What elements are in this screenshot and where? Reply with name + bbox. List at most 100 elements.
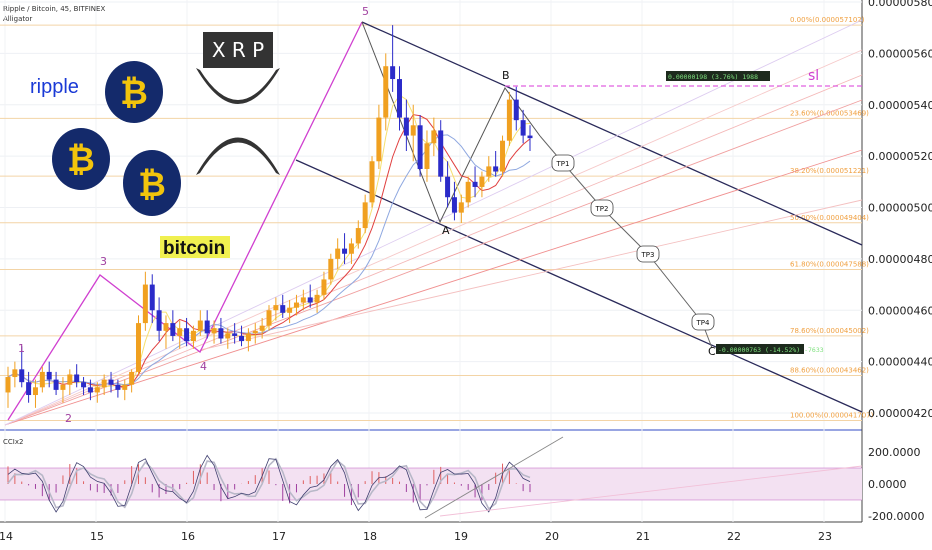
candle-body	[67, 374, 73, 385]
candle-body	[26, 382, 32, 396]
stop-box	[666, 71, 770, 81]
candle-body	[335, 248, 341, 259]
candle-body	[397, 79, 402, 118]
candle-body	[307, 297, 313, 303]
candlesticks	[5, 25, 533, 408]
target-label: TP4	[696, 319, 710, 327]
candle-body	[458, 202, 464, 213]
candle-body	[287, 307, 293, 313]
candle-body	[403, 117, 409, 136]
pattern-label: B	[502, 69, 510, 82]
candle-body	[156, 310, 162, 331]
candle-body	[321, 279, 327, 295]
candle-body	[383, 66, 389, 118]
candle-body	[479, 176, 485, 187]
stop-box-text: 0.00000198 (3.76%) 1988	[668, 73, 758, 81]
candle-body	[342, 248, 348, 254]
svg-text:X R P: X R P	[212, 38, 264, 62]
price-tick-label: 0.0000050000	[868, 202, 932, 215]
time-tick-label: 16	[181, 530, 195, 543]
fib-level-label: 50.00%(0.000049404)	[790, 214, 869, 222]
candle-body	[431, 130, 437, 144]
cci-tick-label: 0.0000	[868, 478, 907, 491]
target-label: TP3	[641, 251, 655, 259]
abc-pattern-line	[361, 21, 541, 224]
fib-level-label: 100.00%(0.000041707)	[790, 412, 874, 420]
time-tick-label: 14	[0, 530, 13, 543]
target-bubble	[691, 313, 715, 331]
candle-body	[362, 202, 368, 229]
candle-body	[53, 379, 59, 390]
stop-loss-label: sl	[808, 68, 819, 84]
candle-body	[424, 143, 430, 169]
candle-body	[60, 384, 66, 390]
time-tick-label: 23	[818, 530, 832, 543]
cci-tick-label: 200.0000	[868, 446, 921, 459]
indicator-label: Alligator	[3, 15, 33, 23]
candle-body	[39, 371, 45, 388]
fan-line	[4, 49, 863, 426]
time-tick-label: 15	[90, 530, 104, 543]
candle-body	[122, 384, 128, 390]
candle-body	[273, 305, 279, 311]
cci-trend-line	[424, 436, 564, 519]
candle-body	[417, 125, 423, 169]
candle-body	[170, 323, 176, 336]
candle-body	[197, 320, 203, 331]
candle-body	[314, 294, 320, 303]
candle-body	[149, 284, 155, 311]
candle-body	[245, 333, 251, 342]
elliott-wave-line	[7, 21, 363, 421]
bitcoin-logo-text: bitcoin	[163, 238, 225, 259]
target-bubble	[551, 154, 575, 172]
candle-body	[190, 330, 196, 342]
candle-body	[500, 140, 506, 172]
candle-body	[465, 181, 471, 203]
price-tick-label: 0.0000046000	[868, 304, 932, 317]
candle-body	[355, 228, 361, 244]
wave-label: 2	[65, 412, 72, 425]
bitcoin-coin-icon: ₿	[123, 150, 181, 216]
wave-label: 4	[200, 360, 207, 373]
fib-level-label: 78.60%(0.000045002)	[790, 327, 869, 335]
svg-text:₿: ₿	[120, 73, 148, 113]
candle-body	[12, 369, 18, 378]
xrp-logo: X R P	[196, 32, 280, 175]
candle-body	[527, 135, 533, 139]
cci-pane: 200.0000 0.0000 -200.0000 CCIx2	[0, 436, 924, 523]
candle-body	[5, 377, 11, 393]
candle-body	[225, 333, 231, 339]
candle-body	[493, 166, 499, 172]
fib-level-label: 88.60%(0.000043462)	[790, 366, 869, 374]
fan-line	[4, 74, 863, 426]
price-tick-label: 0.0000048000	[868, 253, 932, 266]
price-tick-label: 0.0000052000	[868, 150, 932, 163]
candle-body	[136, 323, 141, 372]
time-tick-label: 21	[636, 530, 650, 543]
candle-body	[232, 333, 238, 336]
candle-body	[74, 374, 80, 383]
fan-line	[4, 149, 863, 426]
target-box	[716, 344, 804, 354]
candle-body	[163, 323, 169, 331]
fan-line	[199, 199, 863, 351]
price-tick-label: 0.0000042000	[868, 407, 932, 420]
cci-fast-line	[7, 454, 531, 513]
candle-body	[239, 335, 245, 342]
bitcoin-label-highlight	[160, 236, 230, 258]
candle-body	[101, 379, 107, 388]
time-tick-label: 17	[272, 530, 286, 543]
chart-title: Ripple / Bitcoin, 45, BITFINEX	[3, 5, 106, 13]
target-box-text: -0.00000763 (-14.52%) -7633	[718, 346, 824, 354]
candle-body	[115, 384, 121, 390]
candle-body	[46, 371, 52, 380]
cci-slow-line	[7, 457, 531, 511]
svg-text:₿: ₿	[67, 140, 95, 180]
fan-line	[4, 19, 863, 426]
candle-body	[445, 176, 451, 198]
time-tick-label: 18	[363, 530, 377, 543]
fan-line	[4, 99, 863, 426]
candle-body	[486, 166, 492, 177]
target-bubble	[590, 199, 614, 217]
